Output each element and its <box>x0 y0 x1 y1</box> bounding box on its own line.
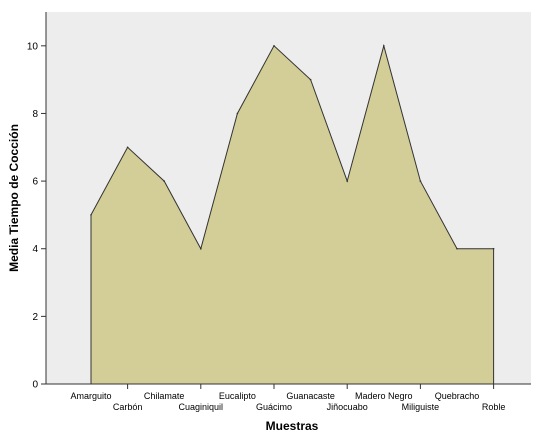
data-point <box>90 214 92 216</box>
y-tick-label: 4 <box>32 244 38 255</box>
data-point <box>273 45 275 47</box>
data-point <box>309 78 312 81</box>
y-tick-label: 0 <box>32 380 38 391</box>
x-tick-label: Quebracho <box>435 391 480 401</box>
data-point <box>236 112 239 115</box>
y-tick-label: 10 <box>27 41 39 52</box>
y-tick-label: 8 <box>32 109 38 120</box>
x-tick-label: Miliguiste <box>402 402 440 412</box>
data-point <box>346 180 349 182</box>
y-tick-label: 6 <box>32 177 38 188</box>
x-tick-label: Roble <box>482 402 506 412</box>
y-tick-label: 2 <box>32 312 38 323</box>
x-tick-label: Guácimo <box>256 402 292 412</box>
data-point <box>126 146 129 149</box>
x-tick-label: Eucalipto <box>219 391 256 401</box>
x-axis-label: Muestras <box>266 419 319 433</box>
x-tick-label: Amarguito <box>70 391 111 401</box>
x-tick-label: Cuaginiquil <box>179 402 224 412</box>
data-point <box>492 247 495 250</box>
x-tick-label: Madero Negro <box>355 391 413 401</box>
data-point <box>163 180 165 182</box>
x-tick-label: Guanacaste <box>286 391 335 401</box>
x-tick-label: Jiñocuabo <box>327 402 368 412</box>
x-tick-label: Carbón <box>113 402 143 412</box>
data-point <box>419 180 422 182</box>
x-tick-label: Chilamate <box>144 391 185 401</box>
y-axis-label: Media Tiempo de Cocción <box>7 124 21 272</box>
data-point <box>456 247 458 250</box>
data-point <box>383 45 385 47</box>
data-point <box>200 247 202 250</box>
